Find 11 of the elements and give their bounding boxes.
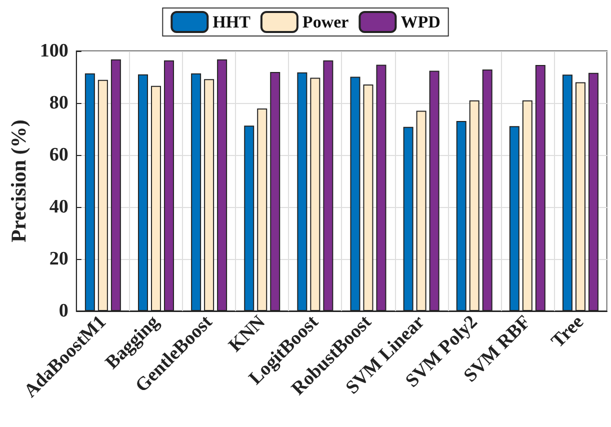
y-tick-label: 80 bbox=[49, 92, 68, 114]
y-axis-title: Precision (%) bbox=[6, 120, 30, 242]
y-tick-label: 60 bbox=[49, 144, 68, 166]
x-tick-label: Tree bbox=[547, 312, 588, 352]
y-tick-label: 100 bbox=[40, 40, 68, 62]
y-tick-label: 20 bbox=[49, 248, 68, 270]
y-tick-label: 40 bbox=[49, 196, 68, 218]
legend-label: HHT bbox=[212, 12, 252, 32]
legend-label: WPD bbox=[400, 12, 440, 32]
y-tick-label: 0 bbox=[58, 300, 68, 322]
legend-label: Power bbox=[302, 12, 350, 32]
